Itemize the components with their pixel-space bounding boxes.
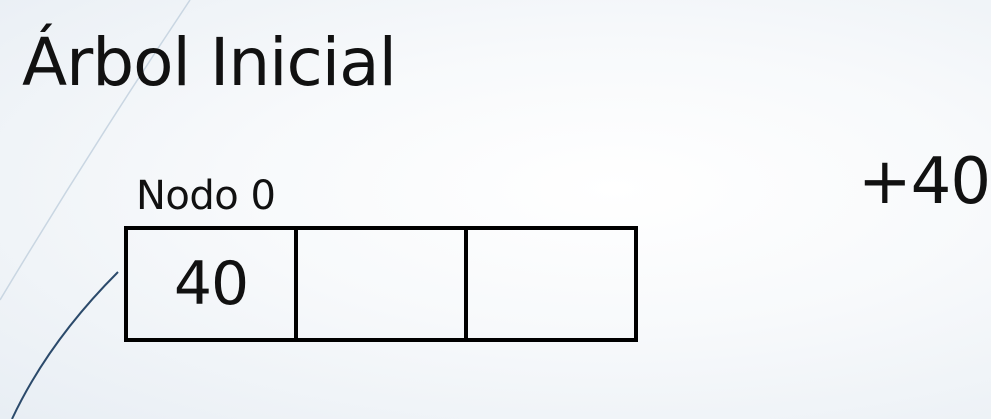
operation-label: +40: [858, 145, 991, 219]
page-title: Árbol Inicial: [22, 24, 397, 101]
decor-line-dark: [11, 271, 119, 419]
node-key-cell-2: [294, 230, 464, 338]
node-key-cell-3: [464, 230, 634, 338]
tree-node: 40: [124, 226, 638, 342]
node-label: Nodo 0: [136, 173, 276, 219]
node-key-cell-1: 40: [173, 249, 249, 319]
